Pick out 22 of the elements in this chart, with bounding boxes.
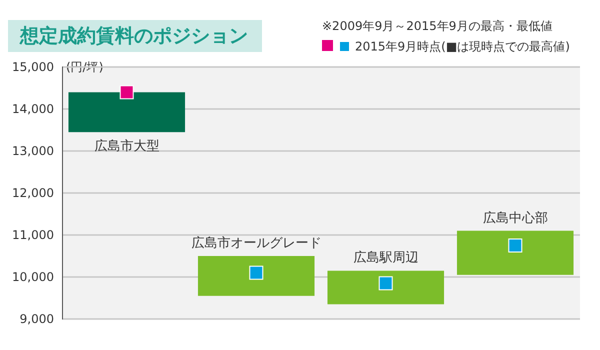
- y-tick-label: 14,000: [12, 102, 54, 116]
- y-tick-label: 9,000: [20, 312, 54, 326]
- y-tick-label: 12,000: [12, 186, 54, 200]
- point: [508, 238, 522, 252]
- bar: [456, 230, 574, 275]
- x-tick-label: 広島市オールグレード: [191, 235, 322, 251]
- bar: [198, 256, 315, 296]
- point: [378, 276, 393, 290]
- bar: [327, 270, 444, 304]
- bar: [68, 92, 186, 132]
- point: [249, 266, 264, 280]
- point: [120, 85, 134, 100]
- y-tick-label: 11,000: [12, 228, 54, 242]
- chart-title: 想定成約賃料のポジション: [19, 25, 248, 47]
- legend-label: 2015年9月時点(■は現時点での最高値): [355, 40, 570, 54]
- x-tick-label: 広島市大型: [94, 138, 160, 154]
- y-tick-label: 13,000: [12, 144, 54, 158]
- y-tick-label: 10,000: [12, 270, 54, 284]
- text: ※2009年9月～2015年9月の最高・最低値: [322, 19, 552, 33]
- x-tick-label: 広島中心部: [482, 210, 548, 226]
- y-tick-label: 15,000: [12, 60, 54, 74]
- x-tick-label: 広島駅周辺: [353, 250, 418, 266]
